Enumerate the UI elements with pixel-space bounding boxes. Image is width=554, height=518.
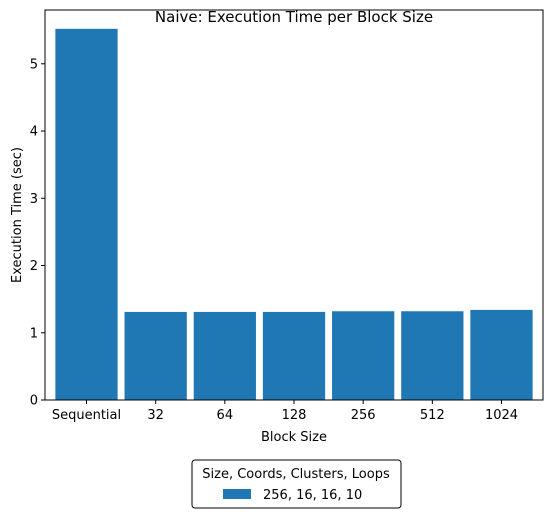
y-tick-label: 4 — [30, 125, 38, 140]
bar-128 — [263, 312, 325, 400]
x-tick-label: 64 — [217, 408, 234, 423]
bar-64 — [194, 312, 256, 400]
legend: Size, Coords, Clusters, Loops 256, 16, 1… — [192, 460, 401, 508]
bar-1024 — [470, 310, 532, 400]
x-tick-label: 512 — [420, 408, 445, 423]
y-tick-label: 5 — [30, 57, 38, 72]
x-tick-label: 128 — [282, 408, 307, 423]
x-tick-label: 256 — [351, 408, 376, 423]
bar-32 — [125, 312, 187, 400]
x-tick-label: 32 — [147, 408, 164, 423]
y-tick-label: 1 — [30, 326, 38, 341]
y-tick-label: 2 — [30, 259, 38, 274]
x-axis: Sequential 32 64 128 256 512 1024 — [52, 400, 518, 423]
y-tick-label: 3 — [30, 192, 38, 207]
y-axis-label: Execution Time (sec) — [10, 147, 25, 283]
bar-256 — [332, 311, 394, 400]
bar-512 — [401, 311, 463, 400]
legend-series-label: 256, 16, 16, 10 — [263, 488, 362, 503]
legend-swatch — [223, 489, 251, 499]
x-tick-label: 1024 — [485, 408, 518, 423]
y-axis: 0 1 2 3 4 5 — [30, 57, 45, 408]
legend-title: Size, Coords, Clusters, Loops — [202, 467, 390, 482]
chart-title: Naive: Execution Time per Block Size — [155, 8, 433, 26]
bar-sequential — [55, 29, 117, 400]
x-axis-label: Block Size — [261, 430, 327, 445]
x-tick-label: Sequential — [52, 408, 121, 423]
plot-area: 0 1 2 3 4 5 Sequential 32 64 128 256 512 1024 — [30, 10, 543, 423]
y-tick-label: 0 — [30, 394, 38, 409]
bars — [55, 29, 532, 400]
